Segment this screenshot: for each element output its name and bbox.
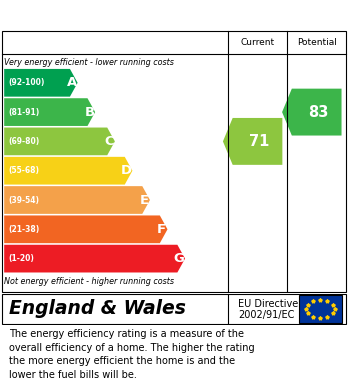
Text: F: F — [157, 223, 166, 236]
Text: Potential: Potential — [297, 38, 337, 47]
Bar — [299, 295, 342, 323]
Text: (1-20): (1-20) — [8, 254, 34, 263]
Polygon shape — [4, 245, 185, 273]
Polygon shape — [4, 127, 115, 155]
Text: G: G — [174, 252, 185, 265]
Text: Energy Efficiency Rating: Energy Efficiency Rating — [10, 7, 232, 23]
Text: (92-100): (92-100) — [8, 78, 45, 87]
Text: 2002/91/EC: 2002/91/EC — [238, 310, 295, 320]
Text: E: E — [140, 194, 149, 206]
Text: A: A — [67, 76, 77, 89]
Text: D: D — [121, 164, 132, 177]
Text: Very energy efficient - lower running costs: Very energy efficient - lower running co… — [4, 57, 174, 66]
Text: The energy efficiency rating is a measure of the
overall efficiency of a home. T: The energy efficiency rating is a measur… — [9, 329, 254, 380]
Polygon shape — [4, 157, 133, 185]
Text: EU Directive: EU Directive — [238, 299, 299, 309]
Text: England & Wales: England & Wales — [9, 299, 185, 318]
Text: (39-54): (39-54) — [8, 196, 39, 204]
Polygon shape — [4, 69, 78, 97]
Polygon shape — [4, 186, 150, 214]
Text: C: C — [104, 135, 114, 148]
Text: (69-80): (69-80) — [8, 137, 40, 146]
Text: (55-68): (55-68) — [8, 166, 39, 175]
Polygon shape — [282, 89, 341, 136]
Polygon shape — [223, 118, 282, 165]
Text: Current: Current — [240, 38, 275, 47]
Text: Not energy efficient - higher running costs: Not energy efficient - higher running co… — [4, 277, 174, 286]
Polygon shape — [4, 98, 95, 126]
Text: 83: 83 — [308, 105, 329, 120]
Text: B: B — [84, 106, 94, 118]
Text: (21-38): (21-38) — [8, 225, 40, 234]
Text: 71: 71 — [249, 134, 269, 149]
Polygon shape — [4, 215, 167, 243]
Text: (81-91): (81-91) — [8, 108, 40, 117]
